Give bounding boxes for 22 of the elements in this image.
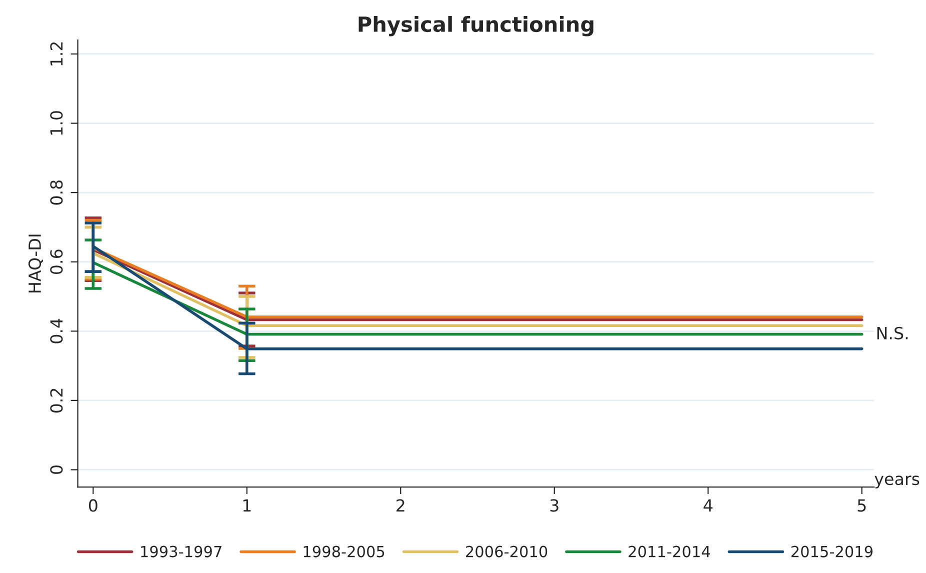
y-tick-label: 1.2 [50,42,63,66]
y-tick-label: 1.0 [50,111,63,135]
y-axis-title: HAQ-DI [28,234,43,292]
legend-label: 2015-2019 [791,546,873,558]
x-tick-label: 3 [550,499,558,512]
x-tick-label: 4 [704,499,712,512]
legend-label: 2011-2014 [628,546,710,558]
legend-label: 2006-2010 [466,546,548,558]
x-axis-title: years [874,476,920,488]
chart-title: Physical functioning [358,16,594,36]
y-tick-label: 0.6 [50,250,63,274]
legend-label: 1993-1997 [141,546,222,558]
annotation: N.S. [877,326,908,340]
y-tick-label: 0.4 [50,318,63,344]
x-tick-label: 0 [88,499,98,512]
y-tick-label: 0.2 [50,388,63,413]
y-tick-label: 0.8 [50,180,63,205]
x-tick-label: 2 [396,499,404,512]
y-tick-label: 0 [50,466,63,474]
x-tick-label: 5 [858,499,866,512]
x-tick-label: 1 [243,499,251,512]
legend-label: 1998-2005 [304,546,384,558]
